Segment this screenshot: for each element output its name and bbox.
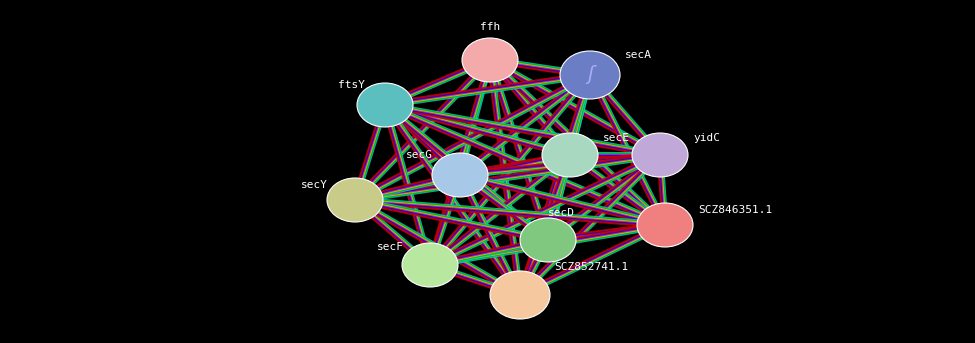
Ellipse shape [402,243,458,287]
Ellipse shape [357,83,413,127]
Text: SCZ852741.1: SCZ852741.1 [554,262,628,272]
Text: ʃ: ʃ [587,66,593,84]
Text: ffh: ffh [480,22,500,32]
Text: SCZ846351.1: SCZ846351.1 [698,205,772,215]
Ellipse shape [632,133,688,177]
Text: secF: secF [377,242,404,252]
Ellipse shape [637,203,693,247]
Ellipse shape [327,178,383,222]
Ellipse shape [520,218,576,262]
Text: secD: secD [548,208,575,218]
Ellipse shape [542,133,598,177]
Text: secG: secG [406,150,433,160]
Text: yidC: yidC [693,133,720,143]
Text: secA: secA [625,50,652,60]
Text: secY: secY [301,180,328,190]
Ellipse shape [462,38,518,82]
Ellipse shape [432,153,488,197]
Text: secE: secE [603,133,630,143]
Ellipse shape [560,51,620,99]
Text: ftsY: ftsY [338,80,365,90]
Ellipse shape [490,271,550,319]
